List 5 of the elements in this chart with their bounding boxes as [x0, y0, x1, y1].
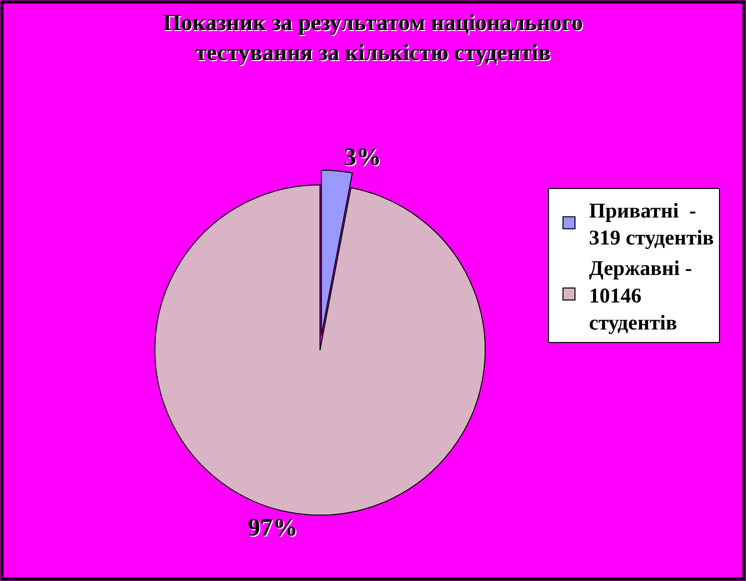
data-label: 97% — [248, 514, 298, 542]
legend-label: Приватні - 319 студентів — [589, 198, 714, 250]
data-label: 3% — [344, 144, 382, 171]
legend-label: Державні - 10146 студентів — [589, 256, 692, 335]
chart-title: Показник за результатом національного тестування за кількістю студентів — [163, 10, 583, 66]
